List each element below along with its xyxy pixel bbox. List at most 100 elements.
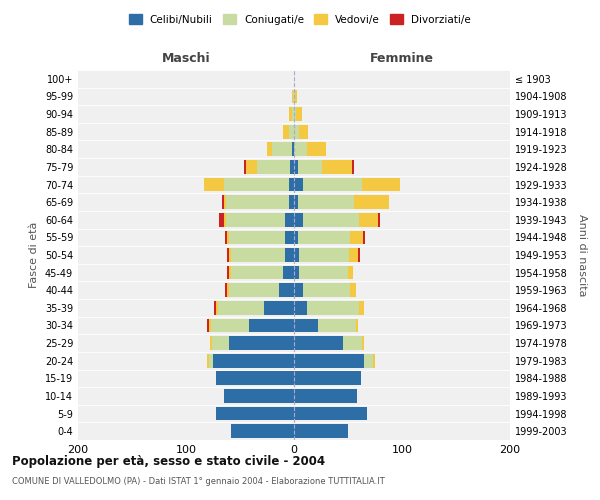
Bar (248, 318, 294, 332)
Bar (286, 248, 294, 262)
Bar (209, 318, 211, 332)
Bar (232, 248, 286, 262)
Bar (350, 230, 363, 244)
Bar (290, 160, 294, 174)
Bar (210, 336, 212, 350)
Bar (359, 301, 364, 314)
Bar (307, 301, 359, 314)
Bar (289, 125, 294, 138)
Bar (322, 160, 352, 174)
Bar (294, 90, 295, 104)
Bar (294, 248, 299, 262)
Bar (363, 230, 365, 244)
Bar (352, 160, 355, 174)
Bar (294, 354, 364, 368)
Bar (294, 318, 318, 332)
Bar (206, 318, 209, 332)
Bar (283, 125, 289, 138)
Bar (227, 248, 229, 262)
Bar (286, 230, 294, 244)
Bar (292, 142, 294, 156)
Bar (294, 284, 302, 297)
Bar (267, 142, 272, 156)
Bar (224, 178, 289, 192)
Bar (213, 354, 294, 368)
Bar (298, 230, 350, 244)
Bar (302, 213, 359, 226)
Bar (294, 142, 307, 156)
Bar (227, 266, 229, 280)
Bar (286, 213, 294, 226)
Bar (302, 284, 350, 297)
Bar (229, 266, 232, 280)
Bar (294, 230, 298, 244)
Text: Femmine: Femmine (370, 52, 434, 64)
Bar (221, 196, 224, 209)
Text: Popolazione per età, sesso e stato civile - 2004: Popolazione per età, sesso e stato civil… (12, 455, 325, 468)
Bar (299, 125, 308, 138)
Bar (298, 160, 322, 174)
Bar (299, 266, 348, 280)
Bar (218, 301, 264, 314)
Bar (216, 406, 294, 420)
Bar (299, 248, 349, 262)
Bar (294, 424, 348, 438)
Bar (229, 248, 232, 262)
Text: Maschi: Maschi (161, 52, 211, 64)
Bar (355, 196, 389, 209)
Bar (226, 196, 289, 209)
Bar (224, 213, 226, 226)
Bar (247, 160, 257, 174)
Bar (227, 284, 229, 297)
Bar (362, 178, 400, 192)
Bar (225, 230, 227, 244)
Bar (298, 196, 355, 209)
Bar (348, 266, 353, 280)
Bar (227, 230, 229, 244)
Bar (211, 318, 248, 332)
Bar (206, 354, 209, 368)
Bar (294, 213, 302, 226)
Bar (294, 372, 361, 385)
Bar (294, 389, 356, 403)
Legend: Celibi/Nubili, Coniugati/e, Vedovi/e, Divorziati/e: Celibi/Nubili, Coniugati/e, Vedovi/e, Di… (125, 10, 475, 29)
Bar (283, 266, 294, 280)
Bar (307, 142, 326, 156)
Bar (294, 196, 298, 209)
Bar (244, 160, 247, 174)
Bar (293, 90, 294, 104)
Bar (224, 196, 226, 209)
Bar (294, 406, 367, 420)
Bar (289, 196, 294, 209)
Bar (294, 107, 296, 121)
Bar (289, 178, 294, 192)
Bar (216, 301, 218, 314)
Bar (294, 301, 307, 314)
Bar (214, 301, 216, 314)
Bar (212, 336, 229, 350)
Bar (364, 354, 373, 368)
Bar (362, 336, 364, 350)
Bar (318, 318, 356, 332)
Bar (358, 248, 360, 262)
Bar (292, 90, 293, 104)
Bar (356, 318, 358, 332)
Bar (296, 107, 302, 121)
Y-axis label: Anni di nascita: Anni di nascita (577, 214, 587, 296)
Bar (229, 230, 286, 244)
Bar (294, 125, 299, 138)
Bar (295, 90, 297, 104)
Bar (216, 372, 294, 385)
Bar (359, 213, 378, 226)
Bar (272, 142, 292, 156)
Bar (289, 107, 292, 121)
Bar (350, 284, 356, 297)
Text: COMUNE DI VALLEDOLMO (PA) - Dati ISTAT 1° gennaio 2004 - Elaborazione TUTTITALIA: COMUNE DI VALLEDOLMO (PA) - Dati ISTAT 1… (12, 478, 385, 486)
Bar (229, 284, 279, 297)
Bar (224, 389, 294, 403)
Bar (302, 178, 362, 192)
Bar (232, 266, 283, 280)
Bar (378, 213, 380, 226)
Bar (220, 213, 224, 226)
Bar (225, 284, 227, 297)
